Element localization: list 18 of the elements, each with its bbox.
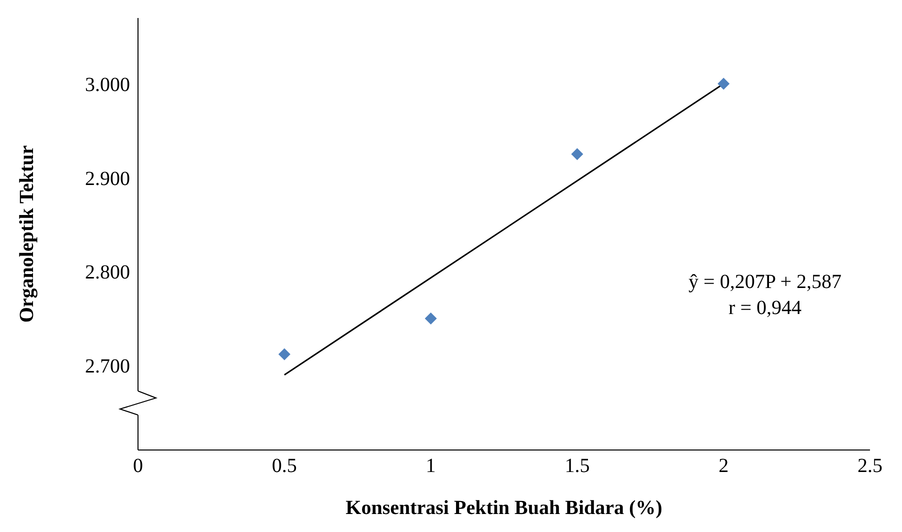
x-tick-label: 0.5 (272, 455, 297, 478)
x-tick-label: 1 (426, 455, 436, 478)
x-tick-label: 2 (718, 455, 729, 478)
y-tick-label: 2.900 (85, 168, 130, 190)
y-tick-label: 3.000 (85, 74, 130, 96)
point (278, 348, 290, 360)
x-tick-label: 0 (133, 455, 143, 478)
y-axis-title: Organoleptik Tektur (16, 145, 38, 323)
y-tick-label: 2.800 (85, 262, 130, 284)
y-tick-label: 2.700 (85, 356, 130, 378)
point (424, 312, 437, 325)
annotation: ŷ = 0,207P + 2,587 (688, 270, 842, 295)
point (718, 78, 730, 90)
x-tick-label: 2.5 (858, 455, 882, 478)
annotation: r = 0,944 (728, 296, 802, 321)
x-tick-label: 1.5 (564, 455, 590, 478)
point (571, 148, 584, 160)
x-axis-title: Konsentrasi Pektin Buah Bidara (%) (346, 497, 662, 519)
